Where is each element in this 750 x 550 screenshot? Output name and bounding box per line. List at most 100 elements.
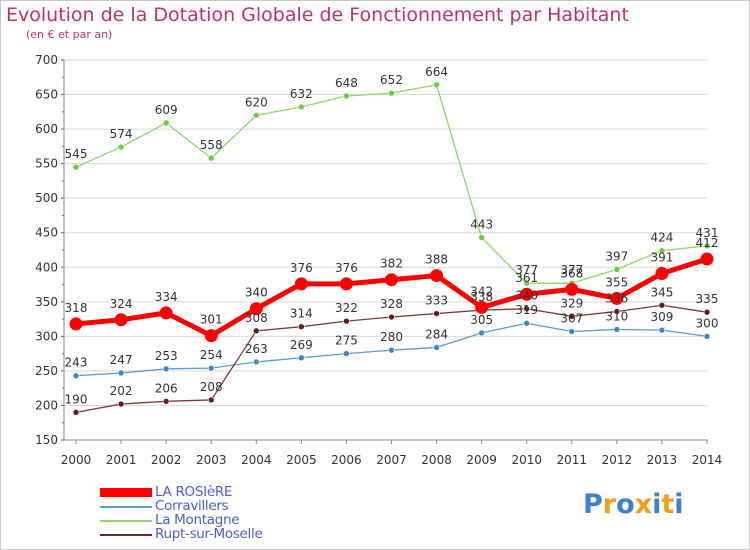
x-tick-label-2012: 2012 bbox=[602, 453, 633, 467]
data-point bbox=[298, 323, 305, 330]
logo-letter: P bbox=[583, 489, 603, 520]
data-point bbox=[204, 329, 218, 343]
data-point bbox=[159, 306, 173, 320]
x-tick-label-2001: 2001 bbox=[106, 453, 137, 467]
data-point bbox=[385, 273, 398, 287]
data-label: 377 bbox=[560, 263, 583, 277]
data-point bbox=[298, 103, 305, 111]
legend-swatch bbox=[100, 506, 152, 508]
x-tick-label-2006: 2006 bbox=[331, 453, 362, 467]
data-label: 377 bbox=[515, 263, 538, 277]
data-point bbox=[655, 266, 669, 280]
y-tick-label-600: 600 bbox=[35, 122, 58, 136]
data-label: 664 bbox=[425, 65, 448, 79]
data-label: 620 bbox=[245, 95, 268, 109]
data-point bbox=[703, 308, 711, 316]
data-point bbox=[252, 111, 260, 119]
data-point bbox=[343, 92, 350, 100]
data-point bbox=[162, 398, 170, 405]
data-label: 424 bbox=[650, 231, 673, 245]
data-point bbox=[478, 234, 485, 241]
data-point bbox=[117, 369, 125, 377]
data-point bbox=[343, 317, 350, 325]
data-label: 322 bbox=[335, 301, 358, 315]
y-tick-label-150: 150 bbox=[35, 433, 58, 447]
y-tick-label-450: 450 bbox=[35, 226, 58, 240]
data-point bbox=[252, 327, 260, 335]
data-point bbox=[388, 89, 395, 97]
data-point bbox=[613, 326, 621, 333]
data-point bbox=[520, 287, 534, 301]
data-point bbox=[613, 308, 621, 315]
data-label: 307 bbox=[560, 312, 583, 326]
data-label: 280 bbox=[380, 330, 403, 344]
series-rupt-sur-moselle bbox=[72, 301, 711, 416]
x-tick-label-2010: 2010 bbox=[511, 453, 542, 467]
data-label: 328 bbox=[380, 297, 403, 311]
data-label: 340 bbox=[245, 286, 268, 300]
data-label: 574 bbox=[110, 127, 133, 141]
chart-title: Evolution de la Dotation Globale de Fonc… bbox=[6, 4, 629, 26]
data-point bbox=[478, 329, 485, 337]
data-label: 336 bbox=[605, 291, 628, 305]
data-label: 309 bbox=[650, 310, 673, 324]
data-point bbox=[565, 282, 579, 296]
data-point bbox=[249, 302, 263, 316]
data-point bbox=[613, 266, 621, 273]
y-tick-label-650: 650 bbox=[35, 88, 58, 102]
data-point bbox=[252, 358, 260, 366]
data-label: 376 bbox=[290, 261, 313, 275]
logo-letter: i bbox=[652, 489, 662, 520]
data-label: 305 bbox=[470, 313, 493, 327]
data-label: 247 bbox=[110, 353, 133, 367]
data-point bbox=[162, 119, 170, 127]
data-label: 333 bbox=[425, 294, 448, 308]
data-point bbox=[430, 269, 444, 283]
logo-letter: o bbox=[616, 489, 635, 520]
data-point bbox=[207, 154, 215, 162]
y-tick-label-500: 500 bbox=[35, 191, 58, 205]
legend-label: La Montagne bbox=[155, 512, 240, 528]
data-point bbox=[69, 317, 83, 331]
data-label: 338 bbox=[470, 290, 493, 304]
data-label: 269 bbox=[290, 338, 313, 352]
data-label: 334 bbox=[155, 290, 178, 304]
data-label: 202 bbox=[110, 384, 133, 398]
data-point bbox=[72, 409, 80, 416]
data-label: 545 bbox=[65, 147, 88, 161]
data-label: 345 bbox=[650, 285, 673, 299]
plot-area bbox=[64, 60, 708, 440]
data-label: 368 bbox=[560, 266, 583, 280]
data-label: 243 bbox=[65, 356, 88, 370]
data-point bbox=[658, 247, 666, 254]
x-tick-label-2007: 2007 bbox=[376, 453, 407, 467]
x-tick-label-2013: 2013 bbox=[647, 453, 678, 467]
x-tick-label-2011: 2011 bbox=[557, 453, 588, 467]
logo-letter: x bbox=[634, 489, 653, 520]
data-label: 254 bbox=[200, 348, 223, 362]
data-point bbox=[339, 277, 353, 291]
data-label: 397 bbox=[605, 249, 628, 263]
data-label: 340 bbox=[515, 289, 538, 303]
data-label: 335 bbox=[696, 292, 719, 306]
logo-letter: r bbox=[602, 489, 617, 520]
data-label: 253 bbox=[155, 349, 178, 363]
y-tick-label-400: 400 bbox=[35, 260, 58, 274]
data-label: 391 bbox=[650, 250, 673, 264]
x-tick-label-2008: 2008 bbox=[421, 453, 452, 467]
data-label: 310 bbox=[605, 309, 628, 323]
x-tick-label-2000: 2000 bbox=[61, 453, 92, 467]
data-point bbox=[72, 163, 80, 171]
y-tick-label-250: 250 bbox=[35, 364, 58, 378]
logo-letter: i bbox=[674, 489, 684, 520]
data-point bbox=[610, 291, 624, 305]
data-label: 263 bbox=[245, 342, 268, 356]
data-point bbox=[658, 326, 666, 334]
data-point bbox=[475, 300, 489, 314]
data-point bbox=[343, 350, 350, 357]
data-label: 342 bbox=[470, 284, 493, 298]
data-point bbox=[658, 301, 666, 309]
data-point bbox=[207, 364, 215, 372]
data-label: 376 bbox=[335, 261, 358, 275]
data-point bbox=[433, 81, 440, 89]
